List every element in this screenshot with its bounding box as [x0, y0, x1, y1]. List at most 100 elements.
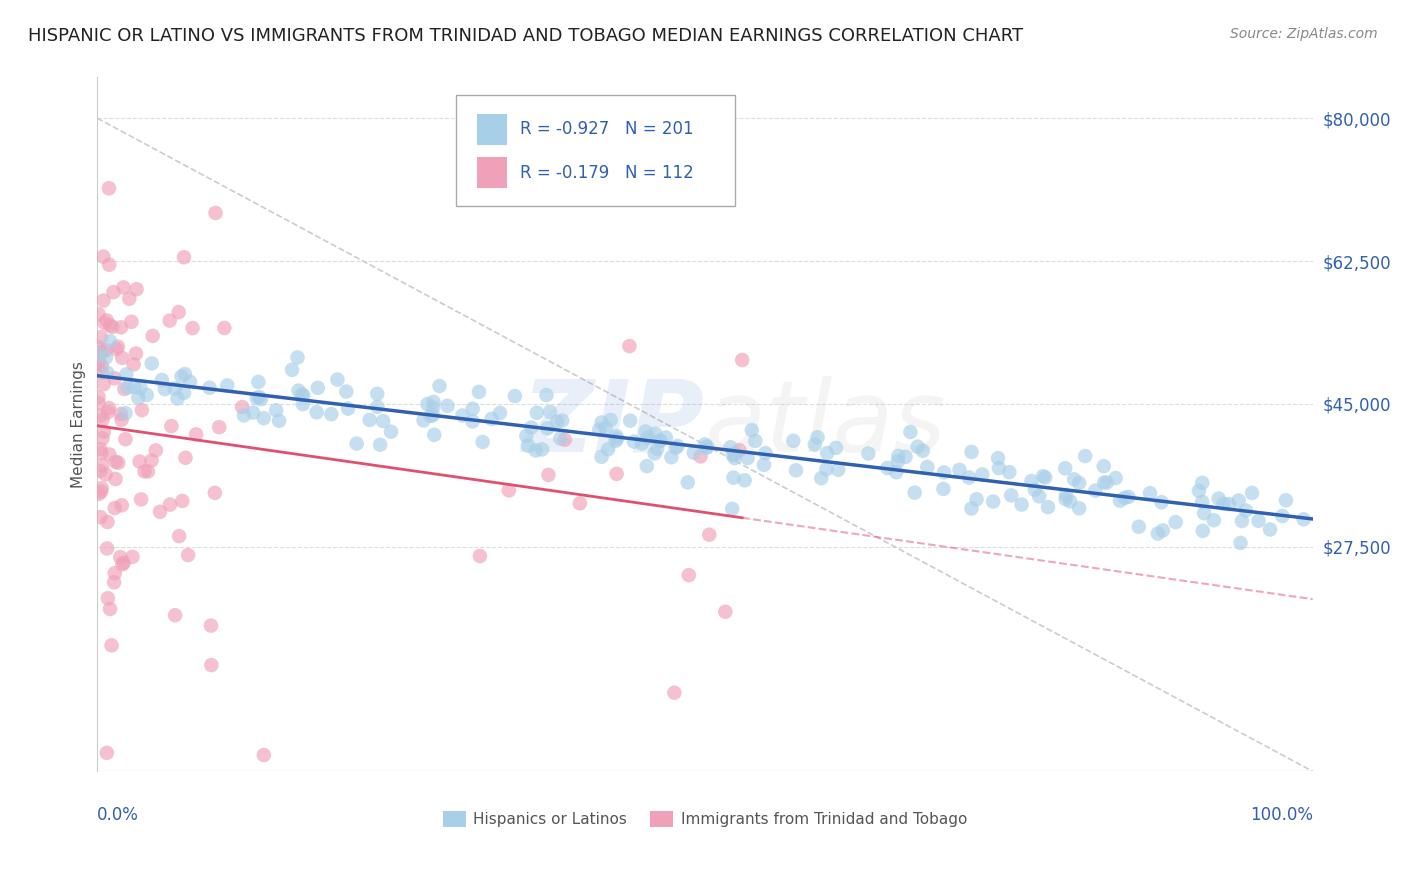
Point	[253, 747, 276, 762]
Point	[1212, 497, 1234, 511]
Point	[93, 293, 115, 308]
Point	[998, 465, 1021, 479]
Point	[517, 439, 540, 453]
Point	[721, 501, 744, 516]
Point	[366, 400, 388, 414]
Point	[723, 470, 745, 484]
Point	[1230, 514, 1253, 528]
Point	[720, 440, 742, 454]
Point	[335, 384, 357, 399]
Point	[515, 429, 537, 443]
Point	[664, 441, 686, 455]
Point	[246, 391, 269, 405]
Point	[242, 406, 264, 420]
Point	[131, 403, 153, 417]
Point	[145, 443, 167, 458]
Point	[173, 385, 195, 400]
Point	[380, 425, 402, 439]
Point	[111, 558, 134, 572]
Point	[894, 450, 917, 464]
Point	[917, 460, 939, 475]
Point	[436, 399, 458, 413]
Point	[599, 413, 621, 427]
Point	[208, 420, 231, 434]
Point	[960, 445, 983, 459]
Point	[1033, 470, 1056, 484]
Point	[142, 329, 165, 343]
Point	[117, 381, 139, 395]
Point	[91, 432, 114, 446]
Point	[810, 471, 832, 485]
Point	[104, 455, 127, 469]
Point	[1074, 449, 1097, 463]
Point	[536, 388, 558, 402]
Point	[129, 381, 152, 395]
Point	[281, 363, 304, 377]
Point	[98, 602, 121, 616]
Point	[163, 382, 186, 396]
Point	[87, 357, 110, 371]
Point	[1229, 536, 1251, 550]
Point	[135, 388, 157, 402]
Point	[87, 487, 110, 501]
Text: ZIP: ZIP	[522, 376, 704, 473]
Point	[368, 438, 391, 452]
Point	[960, 501, 983, 516]
Point	[858, 446, 880, 460]
Point	[744, 434, 766, 448]
Point	[1021, 474, 1043, 488]
Point	[634, 425, 657, 439]
Point	[595, 421, 617, 435]
Point	[661, 450, 683, 465]
Point	[876, 461, 898, 475]
Point	[97, 405, 120, 419]
Point	[153, 382, 176, 396]
Point	[948, 463, 970, 477]
Point	[531, 442, 554, 457]
Point	[1069, 501, 1091, 516]
Point	[181, 321, 204, 335]
Point	[664, 686, 686, 700]
Point	[1054, 488, 1077, 502]
Point	[966, 492, 988, 507]
Text: 0.0%: 0.0%	[97, 806, 139, 824]
Point	[125, 282, 148, 296]
Point	[90, 330, 112, 344]
Point	[1218, 497, 1240, 511]
Point	[723, 451, 745, 466]
Point	[538, 405, 561, 419]
Point	[167, 305, 190, 319]
Point	[305, 405, 328, 419]
Point	[93, 377, 115, 392]
Point	[247, 390, 270, 404]
Point	[1028, 489, 1050, 503]
Point	[98, 334, 121, 349]
Point	[666, 439, 689, 453]
Point	[752, 458, 775, 472]
Point	[124, 380, 146, 394]
Text: 100.0%: 100.0%	[1250, 806, 1313, 824]
Point	[429, 379, 451, 393]
Point	[98, 318, 121, 333]
Point	[524, 443, 547, 458]
Point	[887, 449, 910, 463]
Point	[815, 446, 838, 460]
Legend: Hispanics or Latinos, Immigrants from Trinidad and Tobago: Hispanics or Latinos, Immigrants from Tr…	[437, 805, 973, 833]
Point	[481, 412, 503, 426]
Point	[122, 358, 145, 372]
Point	[90, 484, 112, 499]
Point	[292, 388, 315, 402]
Point	[1092, 475, 1115, 490]
Point	[693, 437, 716, 451]
Point	[754, 446, 776, 460]
Point	[112, 382, 135, 396]
Point	[911, 443, 934, 458]
Point	[174, 450, 197, 465]
Point	[111, 498, 134, 512]
Point	[94, 467, 117, 482]
Point	[461, 414, 484, 428]
Point	[287, 351, 309, 365]
Point	[1191, 495, 1213, 509]
Point	[172, 494, 194, 508]
Point	[606, 467, 628, 481]
